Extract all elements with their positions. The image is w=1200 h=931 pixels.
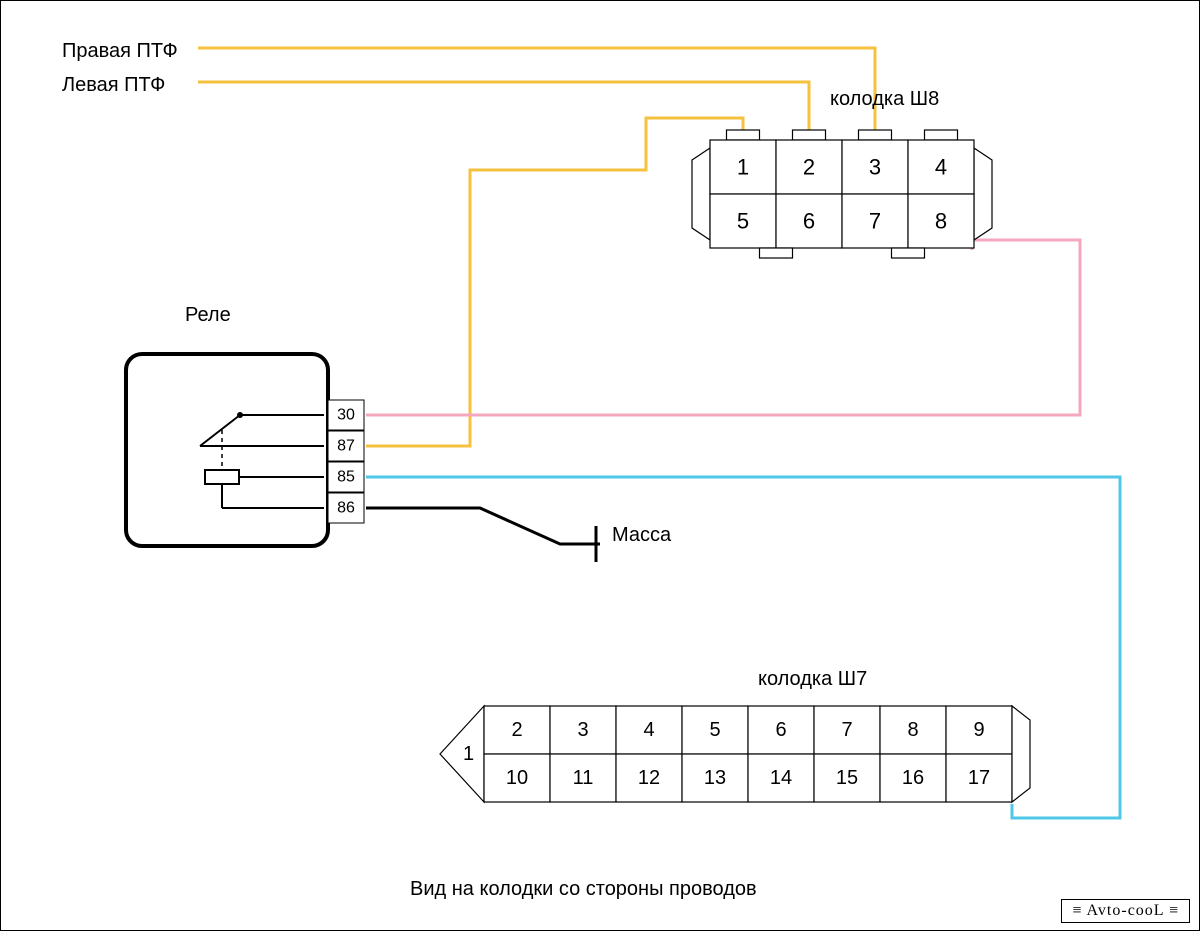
svg-text:8: 8 bbox=[935, 209, 947, 234]
svg-text:2: 2 bbox=[803, 155, 815, 180]
svg-text:10: 10 bbox=[506, 767, 528, 789]
svg-text:87: 87 bbox=[337, 438, 355, 455]
label-massa: Масса bbox=[612, 524, 671, 547]
svg-text:4: 4 bbox=[935, 155, 947, 180]
svg-text:2: 2 bbox=[511, 719, 522, 741]
svg-text:13: 13 bbox=[704, 767, 726, 789]
svg-text:1: 1 bbox=[463, 743, 474, 765]
svg-text:14: 14 bbox=[770, 767, 792, 789]
svg-text:7: 7 bbox=[841, 719, 852, 741]
svg-text:6: 6 bbox=[775, 719, 786, 741]
watermark-suffix: ≡ bbox=[1164, 902, 1179, 919]
label-right-ptf: Правая ПТФ bbox=[62, 40, 178, 63]
svg-text:7: 7 bbox=[869, 209, 881, 234]
watermark-prefix: ≡ bbox=[1072, 902, 1086, 919]
svg-text:3: 3 bbox=[869, 155, 881, 180]
wiring-diagram-svg: 3087858612345678121031141251361471581691… bbox=[0, 0, 1200, 931]
caption: Вид на колодки со стороны проводов bbox=[410, 878, 757, 901]
svg-text:5: 5 bbox=[709, 719, 720, 741]
svg-text:11: 11 bbox=[573, 767, 594, 789]
svg-text:8: 8 bbox=[907, 719, 918, 741]
svg-text:15: 15 bbox=[836, 767, 858, 789]
svg-text:16: 16 bbox=[902, 767, 924, 789]
svg-text:4: 4 bbox=[643, 719, 654, 741]
svg-text:1: 1 bbox=[737, 155, 749, 180]
svg-text:85: 85 bbox=[337, 469, 355, 486]
svg-text:17: 17 bbox=[968, 767, 990, 789]
svg-text:12: 12 bbox=[638, 767, 660, 789]
label-sh7: колодка Ш7 bbox=[758, 668, 867, 691]
label-sh8: колодка Ш8 bbox=[830, 88, 939, 111]
svg-text:30: 30 bbox=[337, 407, 355, 424]
svg-text:3: 3 bbox=[577, 719, 588, 741]
watermark-text: Avto-cooL bbox=[1087, 902, 1164, 919]
svg-text:9: 9 bbox=[973, 719, 984, 741]
label-relay: Реле bbox=[185, 304, 231, 327]
svg-text:5: 5 bbox=[737, 209, 749, 234]
svg-text:6: 6 bbox=[803, 209, 815, 234]
label-left-ptf: Левая ПТФ bbox=[62, 74, 165, 97]
watermark: ≡ Avto-cooL ≡ bbox=[1061, 899, 1190, 923]
svg-text:86: 86 bbox=[337, 500, 355, 517]
